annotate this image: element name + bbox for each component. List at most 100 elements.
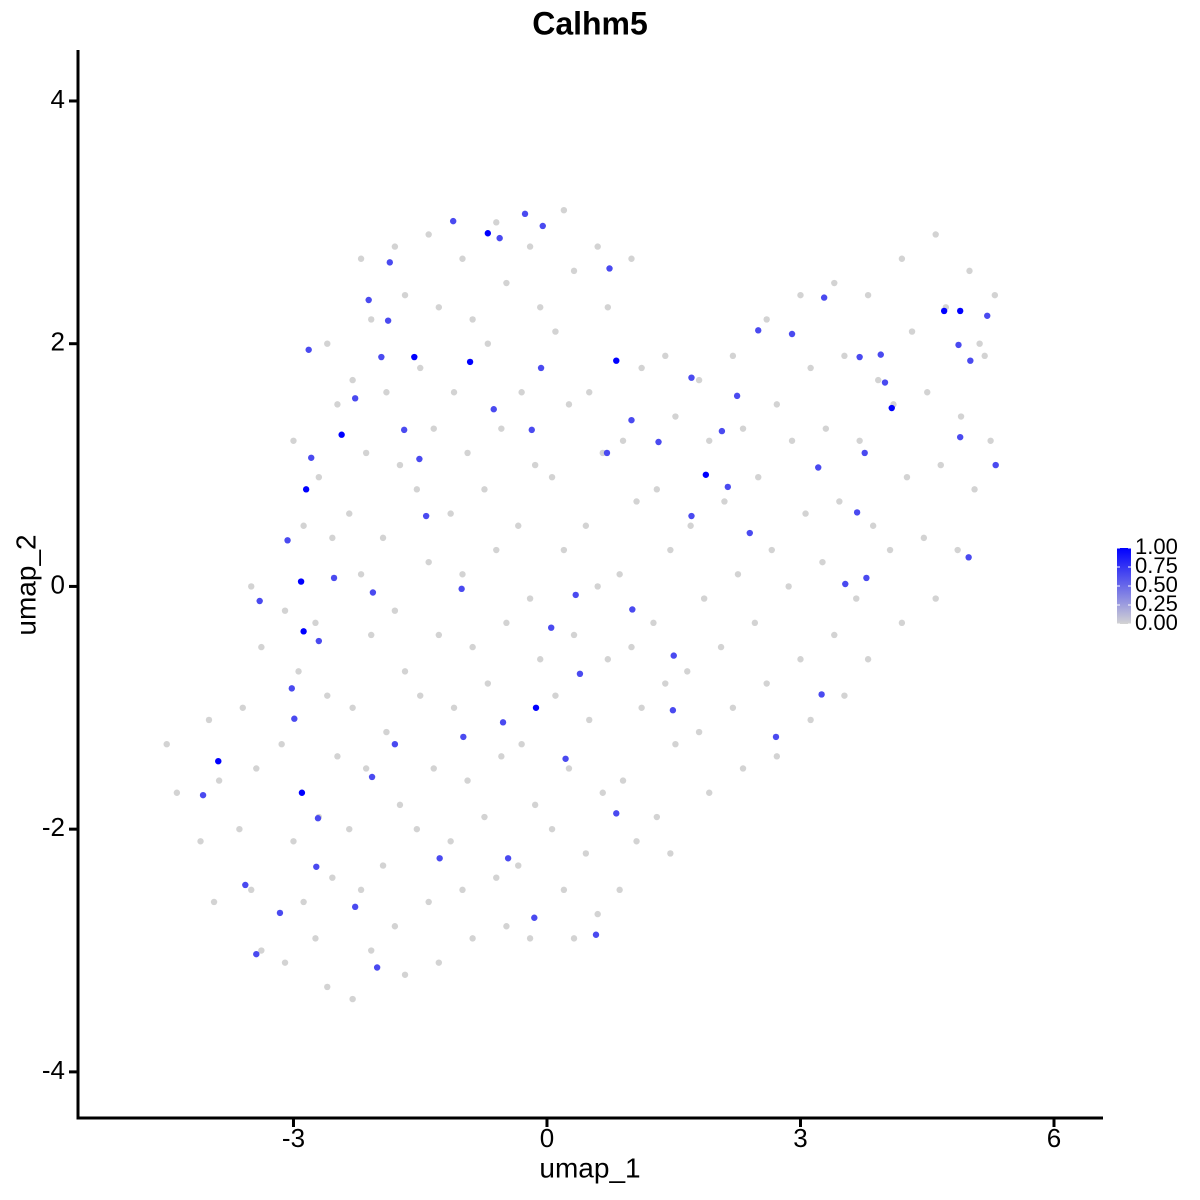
point (604, 656, 612, 663)
point (548, 624, 555, 631)
point (163, 741, 170, 748)
point (378, 353, 385, 361)
point (667, 546, 674, 554)
point (864, 656, 872, 663)
point (788, 330, 796, 338)
point (966, 267, 973, 275)
point (496, 234, 503, 242)
point (253, 950, 260, 958)
point (248, 583, 255, 590)
point (984, 312, 991, 319)
x-tick-label: 6 (1047, 1123, 1061, 1153)
point (655, 438, 662, 446)
point (416, 455, 423, 463)
point (384, 317, 392, 324)
point (490, 406, 497, 413)
point (638, 364, 645, 372)
point (586, 389, 593, 396)
x-tick-label: 0 (540, 1123, 554, 1153)
point (256, 597, 263, 605)
point (672, 413, 679, 420)
point (572, 591, 579, 599)
chart-title: Calhm5 (532, 5, 648, 41)
y-tick-label: 4 (51, 84, 65, 114)
point (349, 704, 356, 711)
color-tick-label: 0.50 (1135, 572, 1178, 597)
point (329, 534, 336, 542)
point (560, 546, 568, 554)
point (721, 498, 728, 505)
y-tick-label: -4 (42, 1055, 65, 1085)
point (308, 454, 315, 461)
point (594, 910, 601, 918)
point (236, 825, 243, 833)
point (967, 357, 974, 364)
point (391, 923, 399, 930)
point (729, 704, 737, 711)
point (312, 935, 319, 942)
point (603, 449, 611, 457)
point (537, 364, 545, 372)
point (570, 631, 578, 639)
point (937, 461, 944, 469)
point (369, 589, 377, 596)
x-tick-label: 3 (793, 1123, 807, 1153)
point (797, 656, 804, 663)
point (531, 914, 538, 921)
point (484, 230, 492, 237)
point (991, 291, 999, 299)
point (695, 376, 703, 384)
point (351, 903, 359, 911)
point (391, 607, 399, 614)
point (290, 838, 297, 845)
point (417, 364, 424, 372)
point (435, 959, 443, 966)
point (628, 255, 635, 262)
point (560, 886, 568, 894)
point (956, 307, 964, 315)
point (324, 983, 331, 991)
point (315, 637, 323, 645)
point (822, 425, 830, 432)
point (831, 279, 838, 287)
point (981, 352, 988, 360)
point (773, 753, 781, 760)
point (313, 863, 320, 870)
point (329, 874, 336, 881)
y-tick-label: -2 (42, 812, 65, 842)
point (493, 219, 500, 226)
point (334, 753, 341, 760)
point (537, 304, 544, 311)
point (493, 874, 500, 881)
point (362, 449, 370, 457)
point (314, 815, 322, 822)
point (450, 389, 458, 396)
point (401, 668, 409, 675)
color-tick-label: 0.75 (1135, 553, 1178, 578)
point (768, 546, 775, 554)
point (875, 376, 882, 384)
point (459, 255, 466, 262)
point (300, 898, 307, 906)
point (940, 307, 948, 315)
point (315, 474, 323, 481)
point (338, 431, 345, 438)
point (334, 401, 341, 408)
point (815, 464, 822, 471)
point (278, 741, 285, 748)
point (469, 935, 476, 942)
point (450, 704, 458, 711)
point (484, 340, 492, 347)
color-tick-label: 1.00 (1135, 534, 1178, 559)
point (515, 522, 522, 529)
point (633, 498, 640, 505)
y-tick-label: 2 (51, 327, 65, 357)
axes: -3 0 3 6 -4 -2 0 2 4 (42, 50, 1103, 1153)
point (552, 328, 559, 335)
point (613, 810, 620, 817)
point (526, 595, 534, 602)
point (305, 346, 312, 353)
point (628, 643, 635, 651)
point (284, 537, 291, 544)
point (853, 595, 860, 602)
